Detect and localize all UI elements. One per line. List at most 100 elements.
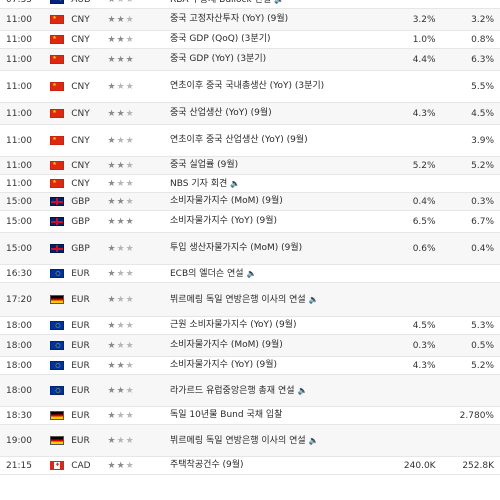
- importance-stars: ★★★: [108, 269, 151, 279]
- table-row[interactable]: 07:35 AUD ★★★ RBA 부총재 Bullock 연설🔈: [0, 0, 500, 9]
- star-icon: ★: [125, 54, 135, 65]
- importance-stars: ★★★: [108, 361, 151, 371]
- event-time: 11:00: [6, 14, 32, 25]
- event-time: 18:30: [6, 410, 32, 421]
- cn-flag-icon: [50, 15, 65, 24]
- table-row[interactable]: 15:00 GBP ★★★ 소비자물가지수 (MoM) (9월) 0.4% 0.…: [0, 193, 500, 211]
- table-row[interactable]: 18:00 EUR ★★★ 소비자물가지수 (MoM) (9월) 0.3% 0.…: [0, 335, 500, 357]
- star-icon: ★: [116, 385, 126, 396]
- table-row[interactable]: 16:30 EUR ★★★ ECB의 엘더슨 연설🔈: [0, 265, 500, 283]
- event-label: 중국 GDP (YoY) (3분기): [170, 54, 267, 64]
- event-label: 연초이후 중국 산업생산 (YoY) (9월): [170, 135, 308, 145]
- country-flag-icon: [50, 35, 66, 44]
- star-icon: ★: [107, 385, 117, 396]
- event-name[interactable]: 소비자물가지수 (YoY) (9월): [150, 359, 326, 372]
- currency-code: EUR: [71, 385, 90, 396]
- star-icon: ★: [116, 435, 126, 446]
- table-row[interactable]: 11:00 CNY ★★★ 중국 GDP (YoY) (3분기) 4.4% 6.…: [0, 49, 500, 71]
- importance-stars: ★★★: [108, 197, 151, 207]
- table-row[interactable]: 11:00 CNY ★★★ 중국 산업생산 (YoY) (9월) 4.3% 4.…: [0, 103, 500, 125]
- event-time: 11:00: [6, 160, 32, 171]
- previous-value: 0.5%: [471, 340, 494, 351]
- currency-code: EUR: [71, 410, 90, 421]
- forecast-value: 4.4%: [412, 54, 436, 65]
- eu-flag-icon: [50, 341, 65, 350]
- event-name[interactable]: 근원 소비자물가지수 (YoY) (9월): [150, 319, 326, 332]
- forecast-value: 4.5%: [412, 320, 436, 331]
- star-icon: ★: [107, 320, 117, 331]
- event-name[interactable]: NBS 기자 회견 🔈: [150, 177, 326, 191]
- table-row[interactable]: 21:15 CAD ★★★ 주택착공건수 (9월) 240.0K 252.8K: [0, 457, 500, 475]
- star-icon: ★: [116, 410, 126, 421]
- cn-flag-icon: [50, 161, 65, 170]
- event-name[interactable]: 소비자물가지수 (MoM) (9월): [150, 195, 326, 208]
- table-row[interactable]: 11:00 CNY ★★★ 연초이후 중국 산업생산 (YoY) (9월) 3.…: [0, 125, 500, 157]
- star-icon: ★: [125, 135, 135, 146]
- event-label: 투입 생산자물가지수 (MoM) (9월): [170, 243, 303, 253]
- table-row[interactable]: 17:20 EUR ★★★ 뷔르메링 독일 연방은행 이사의 연설 🔈: [0, 283, 500, 317]
- importance-stars: ★★★: [108, 341, 151, 351]
- table-row[interactable]: 19:00 EUR ★★★ 뷔르메링 독일 연방은행 이사의 연설 🔈: [0, 425, 500, 457]
- table-row[interactable]: 11:00 CNY ★★★ 중국 GDP (QoQ) (3분기) 1.0% 0.…: [0, 31, 500, 49]
- previous-value: 252.8K: [462, 460, 494, 471]
- event-name[interactable]: 소비자물가지수 (MoM) (9월): [150, 339, 326, 352]
- event-time: 19:00: [6, 435, 32, 446]
- event-name[interactable]: 투입 생산자물가지수 (MoM) (9월): [150, 242, 326, 255]
- event-name[interactable]: 중국 GDP (QoQ) (3분기): [150, 33, 326, 46]
- table-row[interactable]: 11:00 CNY ★★★ 중국 고정자산투자 (YoY) (9월) 3.2% …: [0, 9, 500, 31]
- previous-value: 2.780%: [459, 410, 494, 421]
- table-row[interactable]: 18:00 EUR ★★★ 소비자물가지수 (YoY) (9월) 4.3% 5.…: [0, 357, 500, 375]
- ca-flag-icon: [50, 461, 65, 470]
- importance-stars: ★★★: [108, 411, 151, 421]
- event-time: 11:00: [6, 34, 32, 45]
- event-name[interactable]: 중국 GDP (YoY) (3분기): [150, 53, 326, 66]
- event-name[interactable]: ECB의 엘더슨 연설 🔈: [150, 267, 326, 281]
- event-time: 11:00: [6, 178, 32, 189]
- importance-stars: ★★★: [108, 0, 151, 5]
- event-name[interactable]: 라가르드 유럽중앙은행 총재 연설 🔈: [150, 384, 326, 398]
- table-row[interactable]: 11:00 CNY ★★★ NBS 기자 회견🔈: [0, 175, 500, 193]
- table-row[interactable]: 11:00 CNY ★★★ 연초이후 중국 국내총생산 (YoY) (3분기) …: [0, 71, 500, 103]
- event-name[interactable]: 소비자물가지수 (YoY) (9월): [150, 215, 326, 228]
- event-name[interactable]: RBA 부총재 Bullock 연설🔈: [150, 0, 326, 7]
- event-time: 18:00: [6, 360, 32, 371]
- de-flag-icon: [50, 295, 65, 304]
- star-icon: ★: [107, 135, 117, 146]
- event-name[interactable]: 주택착공건수 (9월): [150, 459, 326, 472]
- importance-stars: ★★★: [108, 161, 151, 171]
- country-flag-icon: [50, 269, 66, 278]
- event-label: 근원 소비자물가지수 (YoY) (9월): [170, 320, 297, 330]
- event-time: 15:00: [6, 216, 32, 227]
- event-name[interactable]: 독일 10년물 Bund 국채 입찰: [150, 409, 326, 422]
- table-row[interactable]: 15:00 GBP ★★★ 소비자물가지수 (YoY) (9월) 6.5% 6.…: [0, 211, 500, 233]
- event-name[interactable]: 뷔르메링 독일 연방은행 이사의 연설 🔈: [150, 434, 326, 448]
- country-flag-icon: [50, 197, 66, 206]
- forecast-value: 4.3%: [412, 108, 436, 119]
- event-name[interactable]: 연초이후 중국 산업생산 (YoY) (9월): [150, 134, 326, 147]
- cn-flag-icon: [50, 55, 65, 64]
- event-name[interactable]: 중국 실업률 (9월): [150, 159, 326, 172]
- table-row[interactable]: 18:00 EUR ★★★ 라가르드 유럽중앙은행 총재 연설🔈: [0, 375, 500, 407]
- star-icon: ★: [116, 178, 126, 189]
- country-flag-icon: [50, 55, 66, 64]
- au-flag-icon: [50, 0, 65, 4]
- previous-value: 5.3%: [471, 320, 494, 331]
- table-row[interactable]: 15:00 GBP ★★★ 투입 생산자물가지수 (MoM) (9월) 0.6%…: [0, 233, 500, 265]
- table-row[interactable]: 18:30 EUR ★★★ 독일 10년물 Bund 국채 입찰 2.780%: [0, 407, 500, 425]
- event-name[interactable]: 뷔르메링 독일 연방은행 이사의 연설 🔈: [150, 293, 326, 307]
- event-name[interactable]: 연초이후 중국 국내총생산 (YoY) (3분기): [150, 80, 326, 93]
- star-icon: ★: [107, 360, 117, 371]
- table-row[interactable]: 11:00 CNY ★★★ 중국 실업률 (9월) 5.2% 5.2%: [0, 157, 500, 175]
- star-icon: ★: [116, 135, 126, 146]
- speaker-icon: 🔈: [246, 268, 257, 278]
- table-row[interactable]: 18:00 EUR ★★★ 근원 소비자물가지수 (YoY) (9월) 4.5%…: [0, 317, 500, 335]
- previous-value: 5.2%: [471, 160, 494, 171]
- previous-value: 5.2%: [471, 360, 494, 371]
- currency-code: CNY: [71, 160, 90, 171]
- star-icon: ★: [116, 81, 126, 92]
- event-label: 뷔르메링 독일 연방은행 이사의 연설: [170, 294, 306, 305]
- event-name[interactable]: 중국 산업생산 (YoY) (9월): [150, 107, 326, 120]
- event-time: 18:00: [6, 385, 32, 396]
- event-name[interactable]: 중국 고정자산투자 (YoY) (9월): [150, 13, 326, 26]
- currency-code: EUR: [71, 320, 90, 331]
